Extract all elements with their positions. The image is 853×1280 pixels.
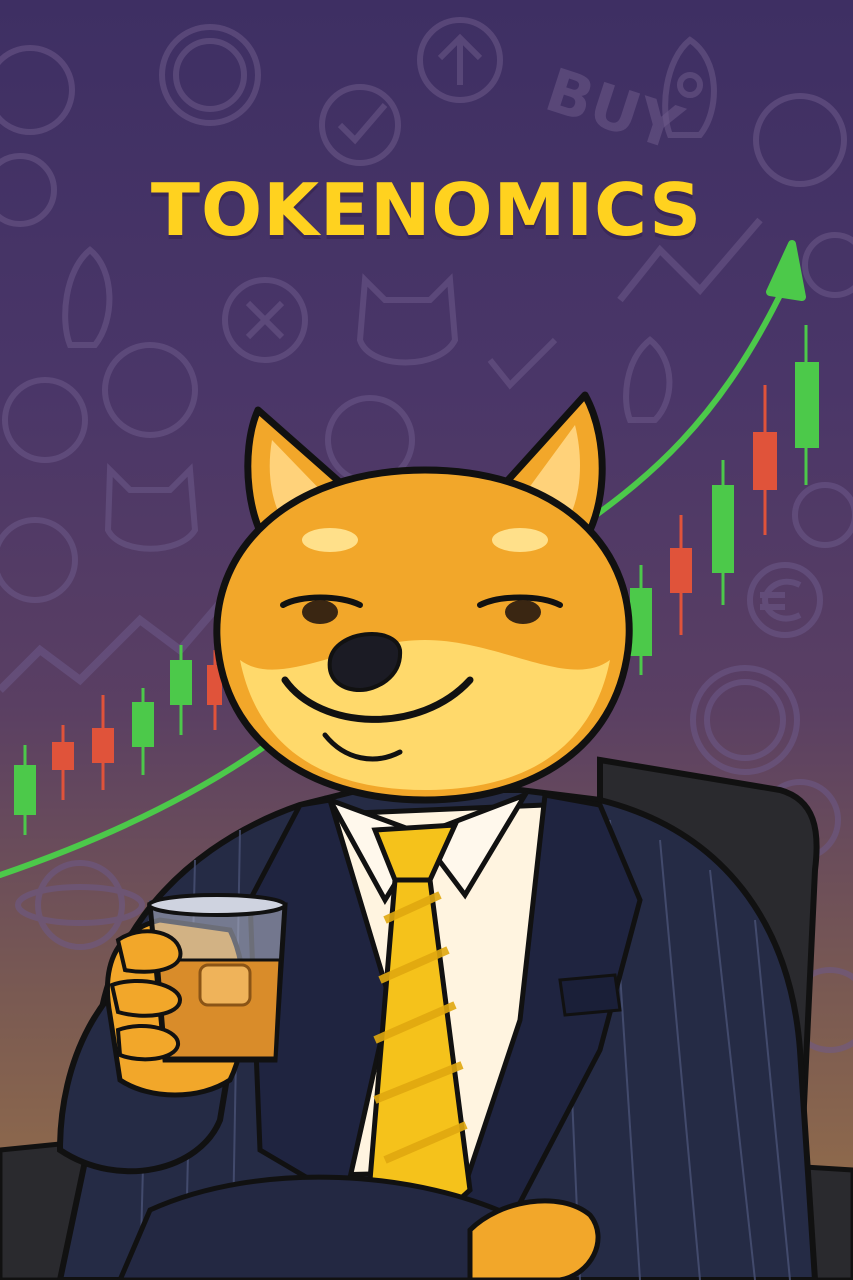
- arrow-up-icon: [417, 17, 503, 103]
- rocket-icon: [662, 36, 717, 138]
- dog-nose: [327, 632, 403, 693]
- candle-down: [52, 725, 74, 800]
- dog-face-icon: [104, 462, 199, 552]
- x-icon: [222, 277, 308, 363]
- candle-up: [170, 645, 192, 735]
- candle-down: [207, 650, 222, 730]
- coin-icon: [159, 24, 261, 126]
- candle-up: [712, 460, 734, 605]
- candle-up: [132, 688, 154, 775]
- background-icons: [0, 17, 853, 1053]
- planet-icon: [15, 860, 145, 950]
- coin-icon: [0, 517, 78, 603]
- candle-down: [92, 695, 114, 790]
- arm-holding-glass: [56, 893, 288, 1175]
- candle-up: [14, 745, 36, 835]
- candle-up: [795, 325, 819, 485]
- euro-icon: [747, 562, 823, 638]
- coin-icon: [102, 342, 198, 438]
- rocket-icon: [62, 246, 113, 348]
- eyes: [280, 594, 563, 624]
- page-title: TOKENOMICS: [150, 168, 703, 252]
- checkmark-icon: [319, 84, 401, 166]
- whiskey-glass: [147, 893, 288, 1063]
- candle-up: [630, 565, 652, 675]
- dog-face-icon: [753, 93, 847, 187]
- dog-smile: [281, 676, 474, 723]
- rocket-icon: [623, 336, 673, 423]
- coin-icon: [0, 153, 57, 227]
- candle-down: [670, 515, 692, 635]
- candle-down: [753, 385, 777, 535]
- coin-icon: [802, 232, 853, 298]
- coin-icon: [792, 482, 853, 548]
- shiba-dog-head: [213, 391, 633, 804]
- candlesticks: [14, 325, 819, 835]
- coin-icon: [0, 45, 75, 135]
- dog-face-icon: [2, 377, 88, 463]
- coin-icon: [690, 665, 800, 775]
- dog-face-icon: [356, 273, 459, 366]
- checkmark-icon: [487, 337, 558, 390]
